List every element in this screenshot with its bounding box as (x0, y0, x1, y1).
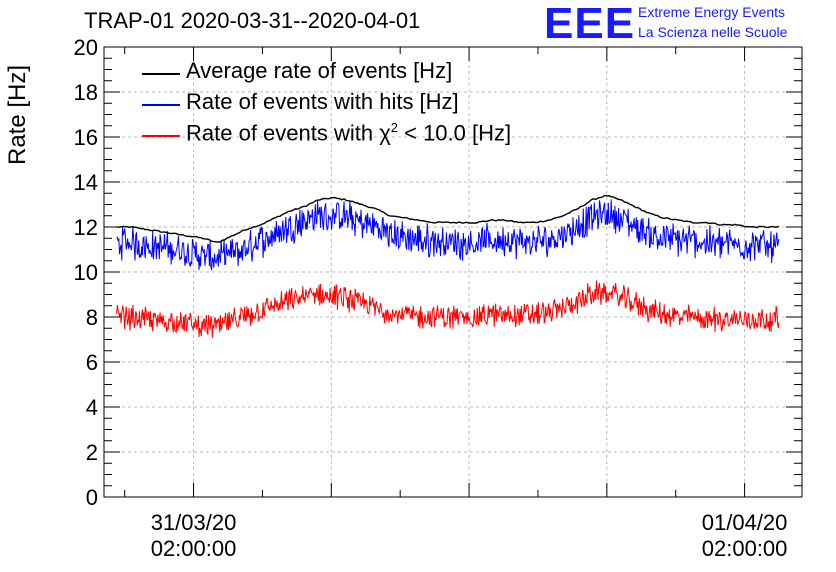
x-tick-label-time: 02:00:00 (701, 536, 788, 561)
y-tick-label: 20 (74, 35, 98, 60)
chart-series-layer (116, 194, 780, 338)
plot-frame (103, 46, 803, 498)
y-tick-label: 14 (74, 170, 98, 195)
y-tick-label: 2 (86, 440, 98, 465)
legend-label-chi2: Rate of events with χ2 < 10.0 [Hz] (186, 120, 511, 146)
series-line-chi2 (116, 280, 780, 338)
legend-swatch-hits (142, 104, 180, 106)
legend-label-average: Average rate of events [Hz] (186, 58, 453, 83)
chart-title: TRAP-01 2020-03-31--2020-04-01 (84, 8, 421, 33)
y-tick-label: 4 (86, 395, 98, 420)
x-tick-label-date: 31/03/20 (150, 510, 237, 535)
y-tick-label: 0 (86, 485, 98, 510)
eee-logo-mark: EEE (544, 0, 636, 48)
legend-label-hits: Rate of events with hits [Hz] (186, 89, 459, 114)
legend-chi2-superscript: 2 (390, 120, 398, 135)
legend-chi2-suffix: < 10.0 [Hz] (398, 120, 512, 146)
y-tick-label: 18 (74, 80, 98, 105)
eee-logo-line2: La Scienza nelle Scuole (638, 24, 788, 40)
x-tick-label-date: 01/04/20 (701, 510, 788, 535)
y-tick-label: 6 (86, 350, 98, 375)
y-tick-label: 16 (74, 125, 98, 150)
legend-swatch-chi2 (142, 135, 180, 137)
y-tick-label: 10 (74, 260, 98, 285)
eee-logo-line1: Extreme Energy Events (638, 4, 786, 20)
legend-chi2-prefix: Rate of events with χ (186, 120, 391, 146)
y-tick-label: 12 (74, 215, 98, 240)
legend-swatch-average (142, 73, 180, 75)
chart-axes: 0 2 4 6 8 10 12 14 16 18 20 (74, 35, 803, 510)
x-tick-label-time: 02:00:00 (150, 536, 237, 561)
series-line-hits (116, 199, 780, 271)
y-axis-label: Rate [Hz] (4, 64, 31, 165)
series-line-average (116, 194, 780, 243)
y-tick-label: 8 (86, 305, 98, 330)
